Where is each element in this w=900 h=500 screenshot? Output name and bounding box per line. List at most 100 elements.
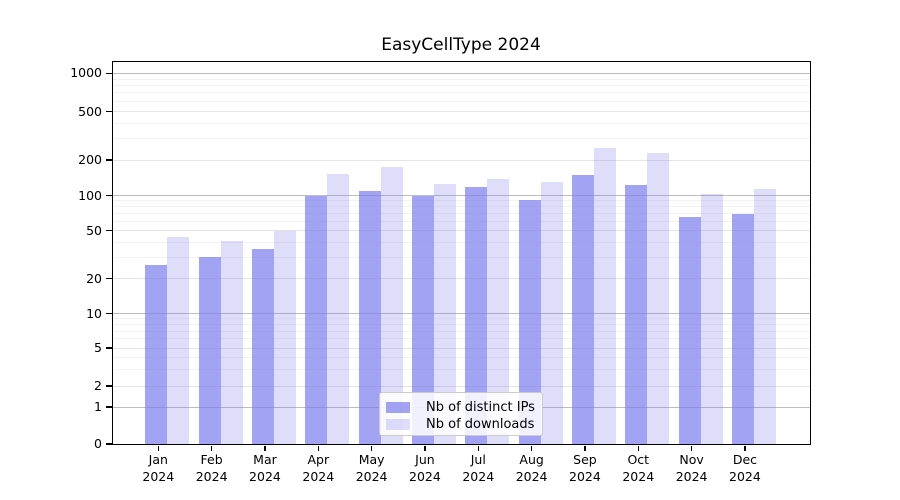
bar-downloads-jun: [433, 183, 456, 444]
x-tick-mark-apr: [317, 445, 320, 451]
bar-downloads-mar: [273, 230, 296, 444]
gridline-minor: [113, 356, 810, 358]
gridline-minor: [113, 206, 810, 208]
x-tick-label-dec: Dec 2024: [729, 452, 761, 484]
y-tick-mark-20: [105, 277, 112, 280]
bar-distinct-ips-dec: [731, 213, 754, 444]
x-tick-label-jun: Jun 2024: [409, 452, 441, 484]
y-tick-mark-50: [105, 229, 112, 232]
gridline-minor: [113, 78, 810, 80]
gridline-major: [113, 313, 810, 314]
gridline-minor: [113, 200, 810, 202]
bar-downloads-nov: [700, 194, 723, 444]
gridline-minor: [113, 256, 810, 258]
y-tick-label-50: 50: [86, 222, 102, 238]
bar-distinct-ips-jan: [145, 264, 168, 444]
x-tick-mark-sep: [584, 445, 586, 451]
gridline-minor: [113, 318, 810, 320]
bar-distinct-ips-feb: [198, 257, 221, 444]
bar-downloads-jan: [167, 237, 190, 444]
x-tick-label-apr: Apr 2024: [302, 452, 335, 484]
x-tick-label-jan: Jan 2024: [142, 452, 175, 484]
x-tick-label-feb: Feb 2024: [195, 452, 228, 484]
y-tick-mark-500: [105, 110, 112, 113]
bar-downloads-oct: [647, 153, 670, 444]
y-tick-mark-10: [105, 312, 112, 315]
y-tick-label-1: 1: [94, 399, 102, 414]
x-tick-label-may: May 2024: [355, 452, 388, 484]
legend-item-distinct-ips: Nb of distinct IPs: [386, 399, 542, 415]
bar-distinct-ips-jul: [465, 187, 488, 444]
x-tick-label-sep: Sep 2024: [569, 452, 601, 484]
gridline: [113, 385, 810, 387]
gridline-minor: [113, 138, 810, 140]
gridline-minor: [113, 213, 810, 214]
y-tick-label-5: 5: [94, 340, 102, 355]
x-tick-mark-oct: [637, 445, 640, 451]
bar-distinct-ips-jun: [411, 196, 434, 444]
gridline: [113, 278, 810, 279]
x-tick-mark-mar: [264, 445, 266, 451]
bar-distinct-ips-may: [358, 190, 381, 444]
x-tick-mark-feb: [210, 445, 213, 451]
y-tick-label-0: 0: [94, 436, 102, 451]
chart-title: EasyCellType 2024: [381, 35, 541, 55]
gridline-minor: [113, 324, 810, 326]
y-tick-mark-100: [105, 194, 112, 197]
bar-distinct-ips-sep: [571, 174, 594, 444]
y-tick-mark-2: [105, 385, 112, 387]
gridline-major: [113, 195, 810, 196]
y-tick-mark-0: [105, 443, 112, 445]
gridline-minor: [113, 85, 810, 87]
gridline-major: [113, 72, 810, 74]
gridline-minor: [113, 92, 810, 94]
y-tick-mark-5: [105, 347, 112, 349]
y-tick-label-100: 100: [78, 187, 102, 203]
y-tick-label-2: 2: [94, 378, 102, 393]
bar-distinct-ips-aug: [518, 199, 541, 444]
y-tick-label-200: 200: [78, 152, 102, 167]
legend-swatch-downloads: [386, 418, 410, 430]
bar-downloads-dec: [753, 189, 776, 444]
x-tick-mark-jun: [424, 445, 426, 451]
gridline: [113, 159, 810, 161]
bar-distinct-ips-apr: [305, 195, 328, 444]
gridline-minor: [113, 330, 810, 332]
x-tick-label-oct: Oct 2024: [622, 452, 655, 484]
legend-label-downloads: Nb of downloads: [426, 416, 535, 432]
x-tick-label-mar: Mar 2024: [249, 452, 281, 484]
x-tick-label-jul: Jul 2024: [462, 452, 495, 484]
y-tick-label-10: 10: [86, 305, 102, 321]
x-tick-mark-aug: [530, 445, 533, 451]
gridline-minor: [113, 241, 810, 243]
x-tick-label-nov: Nov 2024: [675, 452, 708, 484]
gridline: [113, 111, 810, 112]
y-tick-mark-1000: [105, 72, 112, 75]
x-tick-mark-jul: [477, 445, 480, 451]
bar-downloads-aug: [540, 182, 563, 444]
gridline-minor: [113, 368, 810, 370]
legend-label-distinct-ips: Nb of distinct IPs: [426, 399, 535, 415]
gridline-minor: [113, 100, 810, 102]
bar-downloads-may: [380, 167, 403, 444]
x-tick-mark-nov: [690, 445, 693, 451]
bar-distinct-ips-oct: [625, 185, 648, 444]
gridline-minor: [113, 338, 810, 340]
gridline: [113, 230, 810, 231]
bar-distinct-ips-nov: [678, 217, 701, 444]
legend-item-downloads: Nb of downloads: [386, 416, 542, 432]
y-tick-mark-200: [105, 159, 112, 161]
bar-downloads-jul: [487, 178, 510, 444]
x-tick-mark-may: [370, 445, 373, 451]
bar-distinct-ips-mar: [251, 249, 274, 444]
y-tick-mark-1: [105, 406, 112, 408]
gridline: [113, 347, 810, 349]
gridline-minor: [113, 122, 810, 124]
y-tick-label-500: 500: [78, 103, 102, 119]
y-tick-label-1000: 1000: [70, 65, 102, 81]
bar-downloads-apr: [327, 174, 350, 444]
y-tick-label-20: 20: [86, 270, 102, 286]
bar-downloads-feb: [220, 240, 243, 444]
legend-swatch-distinct-ips: [386, 401, 410, 413]
